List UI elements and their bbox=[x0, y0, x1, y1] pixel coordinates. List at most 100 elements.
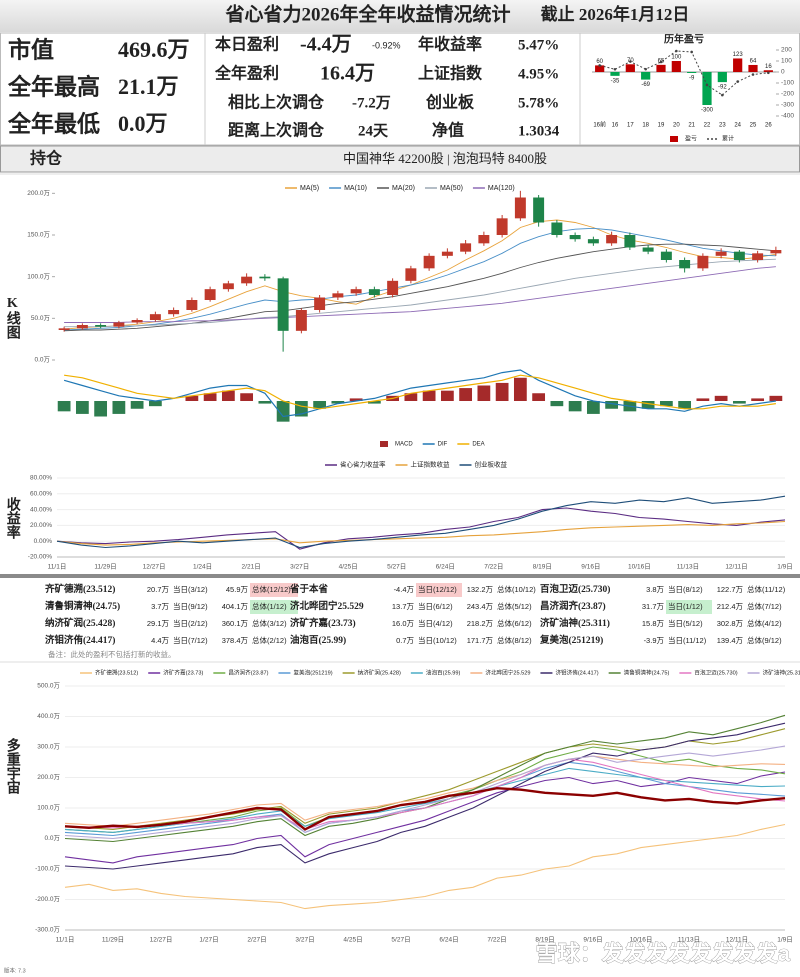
total-rank: 总体(2/12) bbox=[252, 635, 287, 645]
bar bbox=[733, 58, 743, 72]
series-line bbox=[56, 507, 786, 550]
metric-value: 5.78% bbox=[518, 95, 559, 111]
day-rank: 当日(2/12) bbox=[173, 618, 208, 628]
macd-bar bbox=[714, 395, 728, 401]
total-profit: 218.2万 bbox=[467, 619, 494, 628]
positions-label: 持仓 bbox=[30, 149, 63, 168]
y-tick-label: 200 bbox=[781, 47, 792, 54]
macd-bar bbox=[696, 398, 710, 401]
divider bbox=[0, 574, 800, 578]
candle-body bbox=[204, 289, 216, 300]
stat-label: 全年最低 bbox=[7, 110, 100, 136]
macd-bar bbox=[94, 401, 108, 417]
macd-bar bbox=[769, 395, 783, 401]
day-profit: 3.7万 bbox=[151, 602, 169, 611]
x-tick-label: 8/19日 bbox=[533, 563, 552, 571]
bar bbox=[595, 65, 605, 72]
day-profit: 0.7万 bbox=[396, 636, 414, 645]
legend-label: DEA bbox=[472, 442, 484, 448]
macd-bar bbox=[550, 401, 564, 407]
day-rank: 当日(7/12) bbox=[173, 635, 208, 645]
holding-name: 省于本省 bbox=[289, 583, 329, 595]
legend-label: 创业板收益 bbox=[475, 460, 508, 469]
holding-name: 油泡百(25.99) bbox=[290, 634, 346, 646]
day-profit: -4.4万 bbox=[394, 585, 415, 594]
candle-body bbox=[642, 247, 654, 252]
metric-value: 4.95% bbox=[518, 66, 559, 82]
holding-name: 清鲁铜清神(24.75) bbox=[45, 600, 120, 612]
y-tick-label: 20.00% bbox=[30, 522, 52, 529]
y-tick-label: 100.0万 bbox=[27, 272, 50, 280]
x-tick-label: 6/24日 bbox=[439, 936, 458, 944]
metric-label: 距离上次调仓 bbox=[228, 121, 325, 140]
day-rank: 当日(9/12) bbox=[173, 601, 208, 611]
x-tick-label: 1/9日 bbox=[777, 563, 793, 571]
candle-body bbox=[551, 222, 563, 235]
bar bbox=[717, 72, 727, 83]
x-tick-label: 12/27日 bbox=[150, 936, 173, 944]
line-point bbox=[767, 71, 770, 75]
macd-bar bbox=[732, 401, 746, 404]
total-profit: 212.4万 bbox=[717, 602, 744, 611]
macd-line bbox=[63, 369, 776, 418]
x-tick-label: 4/25日 bbox=[339, 563, 358, 571]
metric-label: 年收益率 bbox=[418, 35, 482, 54]
holding-name: 纳济矿润(25.428) bbox=[45, 617, 115, 629]
y-tick-label: 0 bbox=[781, 69, 785, 76]
highlight bbox=[250, 583, 298, 597]
x-tick-label: 5/27日 bbox=[391, 936, 410, 944]
highlight bbox=[250, 600, 298, 614]
x-tick-label: 11/13日 bbox=[677, 563, 699, 571]
stat-value: 21.1万 bbox=[118, 74, 179, 99]
x-tick-label: 25 bbox=[750, 123, 757, 129]
macd-bar bbox=[258, 401, 272, 404]
section-label: 多重宇宙 bbox=[5, 737, 21, 795]
watermark: 雪球：发发发发发发发发a bbox=[536, 941, 791, 966]
x-tick-label: 12/11日 bbox=[725, 563, 747, 571]
value-label: -300 bbox=[701, 108, 714, 114]
macd-bar bbox=[532, 393, 546, 401]
value-label: 123 bbox=[733, 52, 744, 58]
candle-body bbox=[569, 235, 581, 240]
macd-bar bbox=[203, 393, 217, 401]
bar bbox=[748, 64, 758, 72]
metric-label: 相比上次调仓 bbox=[228, 93, 325, 112]
x-tick-label: 22 bbox=[704, 123, 711, 129]
candle-body bbox=[332, 293, 344, 298]
y-tick-label: -100.0万 bbox=[35, 865, 60, 873]
series-line bbox=[64, 786, 786, 831]
value-label: 64 bbox=[750, 59, 757, 65]
series-line bbox=[64, 745, 786, 840]
total-rank: 总体(7/12) bbox=[747, 601, 782, 611]
x-tick-label: 16 bbox=[612, 123, 619, 129]
macd-bar bbox=[130, 401, 144, 409]
series-line bbox=[64, 823, 786, 910]
candle-body bbox=[606, 235, 618, 244]
series-line bbox=[56, 520, 786, 546]
day-profit: 20.7万 bbox=[147, 585, 170, 594]
legend-label: 复美泡(251219) bbox=[293, 668, 332, 676]
total-profit: 45.9万 bbox=[226, 585, 249, 594]
line-point bbox=[644, 67, 647, 71]
holding-name: 济矿油神(25.311) bbox=[540, 617, 610, 629]
macd-bar bbox=[440, 390, 454, 401]
day-profit: -3.9万 bbox=[644, 636, 665, 645]
day-rank: 当日(8/12) bbox=[668, 584, 703, 594]
macd-bar bbox=[641, 401, 655, 409]
x-tick-label: 6/24日 bbox=[436, 563, 455, 571]
stat-label: 市值 bbox=[8, 36, 54, 62]
legend-label: 昌济润齐(23.87) bbox=[228, 668, 268, 676]
macd-bar bbox=[568, 401, 582, 412]
y-tick-label: 500.0万 bbox=[37, 682, 60, 690]
value-label: 100 bbox=[671, 55, 682, 61]
candle-body bbox=[405, 268, 417, 281]
date: 截止 2026年1月12日 bbox=[541, 4, 690, 24]
candle-body bbox=[679, 260, 691, 269]
legend-label: 纳济矿润(25.428) bbox=[358, 668, 401, 676]
line-point bbox=[721, 93, 724, 97]
total-rank: 总体(1/12) bbox=[252, 601, 287, 611]
legend-label: 上证指数收益 bbox=[411, 460, 451, 469]
stat-label: 全年最高 bbox=[7, 73, 100, 99]
total-rank: 总体(5/12) bbox=[497, 601, 532, 611]
macd-bar bbox=[404, 393, 418, 401]
